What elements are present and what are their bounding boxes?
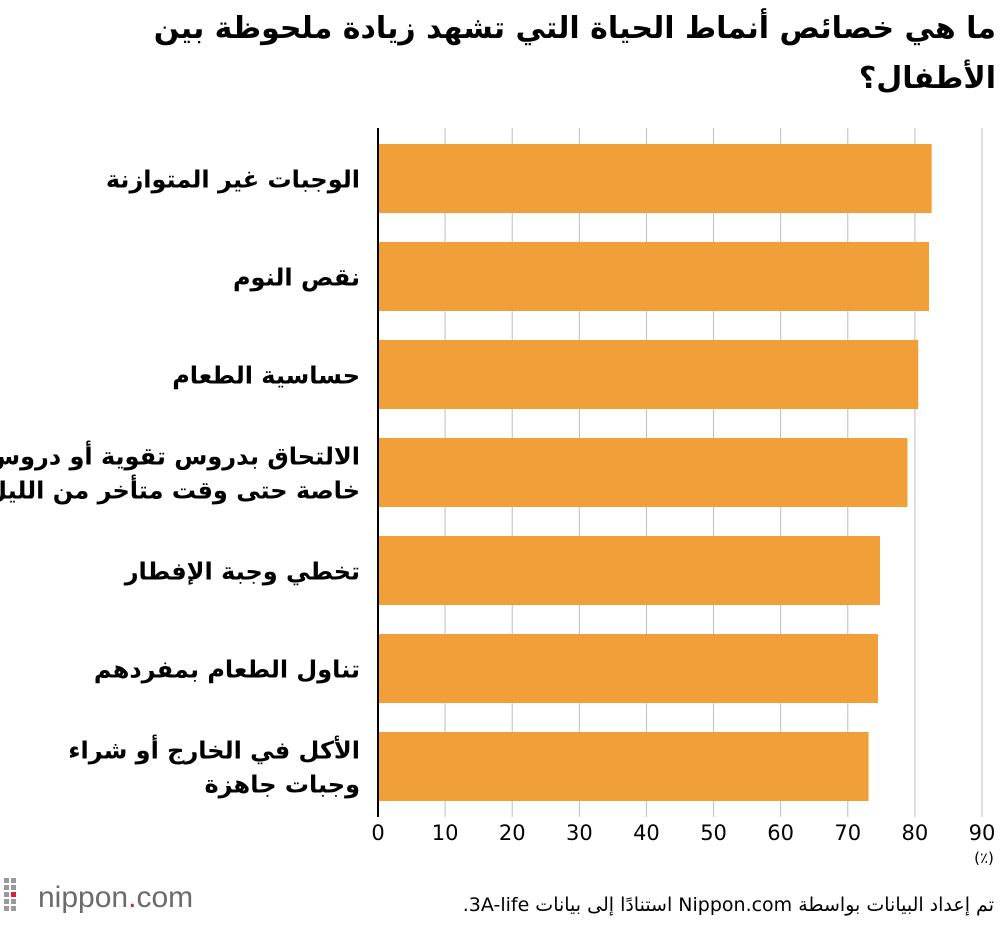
bar-chart: الوجبات غير المتوازنة نقص النوم حساسية الط… xyxy=(0,128,995,867)
bar xyxy=(379,340,919,409)
bar xyxy=(379,536,880,605)
bar xyxy=(379,732,869,801)
x-tick-labels: 0 10 20 30 40 50 60 70 80 90 xyxy=(371,821,995,845)
bars xyxy=(379,144,932,801)
bar xyxy=(379,144,932,213)
category-label: الوجبات غير المتوازنة xyxy=(106,166,360,194)
x-tick-label: 70 xyxy=(834,821,861,845)
category-labels: الوجبات غير المتوازنة نقص النوم حساسية الط… xyxy=(0,166,360,799)
logo-main: nippon xyxy=(38,881,129,914)
x-axis-unit: (٪) xyxy=(974,849,994,867)
x-tick-label: 40 xyxy=(633,821,660,845)
x-tick-label: 30 xyxy=(566,821,593,845)
source-note: تم إعداد البيانات بواسطة Nippon.com استن… xyxy=(462,894,994,916)
logo-suffix: com xyxy=(136,881,194,914)
chart-title: ما هي خصائص أنماط الحياة التي تشهد زيادة… xyxy=(153,11,996,96)
category-label: تناول الطعام بمفردهم xyxy=(94,656,360,684)
category-label: حساسية الطعام xyxy=(172,362,360,390)
x-tick-label: 90 xyxy=(969,821,996,845)
category-label: الأكل في الخارج أو شراء xyxy=(68,735,360,765)
x-tick-label: 10 xyxy=(432,821,459,845)
bar xyxy=(379,242,929,311)
nippon-logo[interactable]: nippon.com xyxy=(4,878,193,918)
x-tick-label: 50 xyxy=(700,821,727,845)
bar xyxy=(379,438,908,507)
bar xyxy=(379,634,878,703)
category-label: وجبات جاهزة xyxy=(204,771,360,799)
x-tick-label: 60 xyxy=(767,821,794,845)
category-label: نقص النوم xyxy=(233,264,360,292)
category-label: خاصة حتى وقت متأخر من الليل xyxy=(0,475,360,505)
x-tick-label: 80 xyxy=(902,821,929,845)
category-label: الالتحاق بدروس تقوية أو دروس xyxy=(0,441,360,471)
nippon-logo-icon xyxy=(4,878,16,911)
logo-dot: . xyxy=(128,881,137,914)
x-tick-label: 20 xyxy=(499,821,526,845)
category-label: تخطي وجبة الإفطار xyxy=(124,558,360,586)
x-tick-label: 0 xyxy=(371,821,384,845)
logo-wordmark: nippon.com xyxy=(38,881,193,915)
